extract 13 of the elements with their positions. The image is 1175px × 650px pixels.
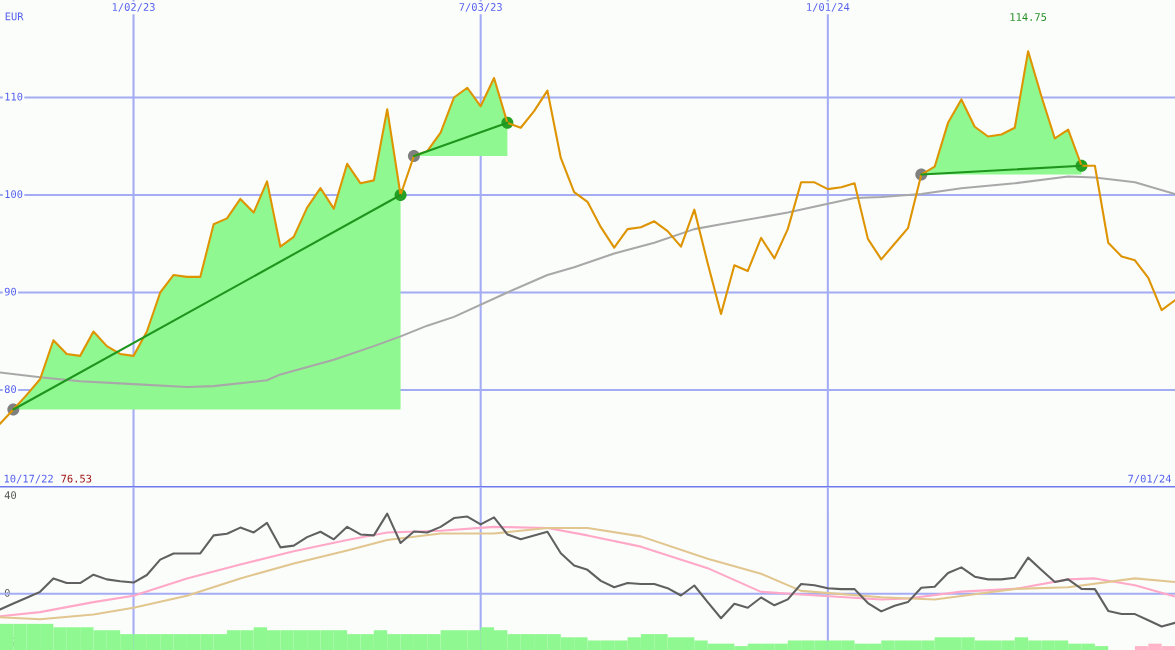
x-tick-label: 1/02/23 xyxy=(112,3,155,12)
y-tick-label: 40 xyxy=(4,491,17,500)
y-tick-label: 80 xyxy=(4,385,17,394)
annotation: 76.53 xyxy=(61,474,92,483)
x-tick-label: 7/03/23 xyxy=(459,3,502,12)
y-axis-title: EUR xyxy=(5,12,24,21)
x-tick-label: 1/01/24 xyxy=(807,3,850,12)
y-tick-label: 90 xyxy=(4,287,17,296)
annotation: 114.75 xyxy=(1010,13,1047,21)
annotation: 10/17/22 xyxy=(4,474,53,484)
y-tick-label: 100 xyxy=(5,190,23,199)
y-tick-label: 110 xyxy=(5,92,23,101)
annotation: 7/01/24 xyxy=(1128,474,1171,484)
